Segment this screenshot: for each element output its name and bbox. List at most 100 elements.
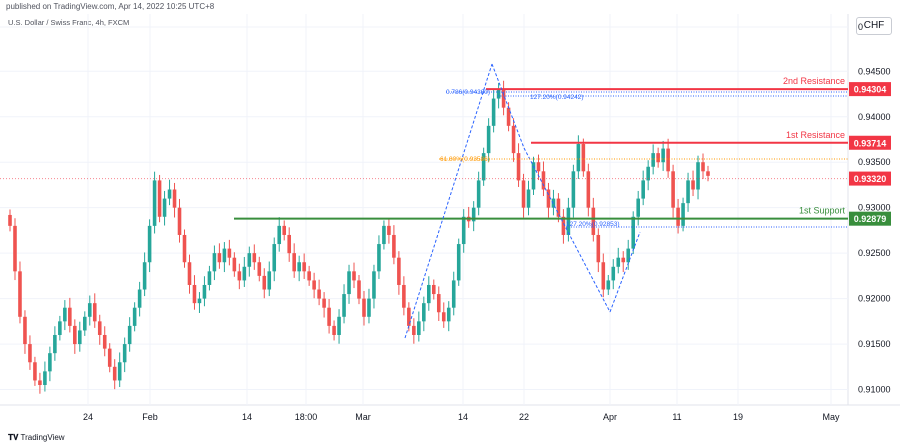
candle-body [262,275,267,290]
candle-body [342,294,346,317]
level-price-tag [849,82,891,97]
candle-body [92,303,97,322]
candle-body [491,98,496,126]
candle-body [357,280,361,299]
time-tick-label: 19 [733,412,743,422]
price-tick-label: 0.93000 [858,203,891,213]
candle-body [601,262,606,290]
candle-body [561,216,566,235]
candle-body [471,207,476,222]
candle-body [706,171,710,176]
current-price-label: 0.93320 [854,174,887,184]
tradingview-brand: TradingView [20,433,65,442]
candle-body [631,216,636,249]
fib-level-label: 61.80%(0.93586) [440,156,490,163]
candle-body [691,180,695,190]
candle-body [571,171,576,208]
time-tick-label: 22 [519,412,529,422]
candle-body [506,107,511,126]
candle-body [117,362,122,381]
candle-body [187,262,192,285]
candle-body [332,325,336,335]
candle-body [312,280,316,290]
candle-body [696,162,700,190]
level-price-tag [849,135,891,150]
candle-body [397,257,401,285]
candle-body [441,312,446,322]
candle-body [392,234,396,258]
time-tick-label: 14 [242,412,252,422]
candle-body [297,262,301,272]
candle-body [157,180,162,217]
candle-body [43,371,47,385]
candle-body [147,225,152,263]
candle-body [511,125,516,154]
candle-body [382,225,386,245]
candle-body [202,284,207,299]
candle-body [257,262,262,276]
candle-body [461,216,466,245]
fib-level-label: 0.786(0.94380) [446,89,490,96]
candle-body [97,321,102,335]
candle-body [446,307,451,322]
candle-body [68,307,72,326]
candle-body [222,248,227,263]
candle-body [28,344,32,363]
candle-body [596,234,601,263]
fib-level-label: 127.20%(0.94242) [530,94,584,101]
candle-body [656,153,660,163]
price-tick-label: 0.92500 [858,248,891,258]
time-tick-label: 18:00 [295,412,318,422]
candle-body [616,257,621,267]
symbol-title: U.S. Dollar / Swiss Franc, 4h, FXCM [8,18,130,27]
harmonic-leg [523,147,611,313]
candle-body [237,271,242,281]
candle-body [142,262,147,290]
price-tick-label: 0 [858,22,863,32]
candle-body [556,198,561,217]
fib-level-label: 127.20%(0.92853) [566,221,620,228]
time-tick-label: 11 [672,412,681,422]
level-name: 1st Support [799,206,846,216]
candle-body [531,162,536,190]
candle-body [73,325,77,345]
candle-body [407,307,411,326]
candle-body [347,271,351,295]
candle-body [172,189,177,208]
candle-body [112,366,117,381]
grid [0,14,848,405]
candle-body [317,289,321,299]
time-tick-label: 24 [83,412,93,422]
price-tick-label: 0.94000 [858,112,891,122]
harmonic-leg [404,63,493,339]
publish-info: published on TradingView.com, Apr 14, 20… [6,2,215,11]
candle-body [431,284,436,295]
price-tick-label: 0.93500 [858,157,891,167]
candle-body [417,321,421,335]
candle-body [337,316,341,335]
candle-body [307,271,311,281]
candle-body [576,144,581,172]
candle-body [581,144,586,172]
level-price-tag [849,211,891,226]
candle-body [252,253,257,263]
tradingview-logo[interactable]: 𝐓𝐕 TradingView [8,433,65,443]
candle-body [18,271,22,317]
candle-body [63,307,67,322]
currency-button[interactable]: CHF [856,17,892,35]
candle-body [412,325,416,335]
time-tick-label: Feb [142,412,158,422]
candle-body [681,203,685,226]
price-tick-label: 0.91500 [858,339,891,349]
candle-body [611,266,616,281]
candle-body [277,225,282,245]
candle-body [666,148,670,172]
time-tick-label: May [822,412,840,422]
candle-body [367,298,371,317]
price-tick-label: 0.92000 [858,294,891,304]
tradingview-icon: 𝐓𝐕 [8,433,19,442]
candle-body [207,271,212,285]
candle-body [162,198,167,217]
candle-body [526,189,531,208]
